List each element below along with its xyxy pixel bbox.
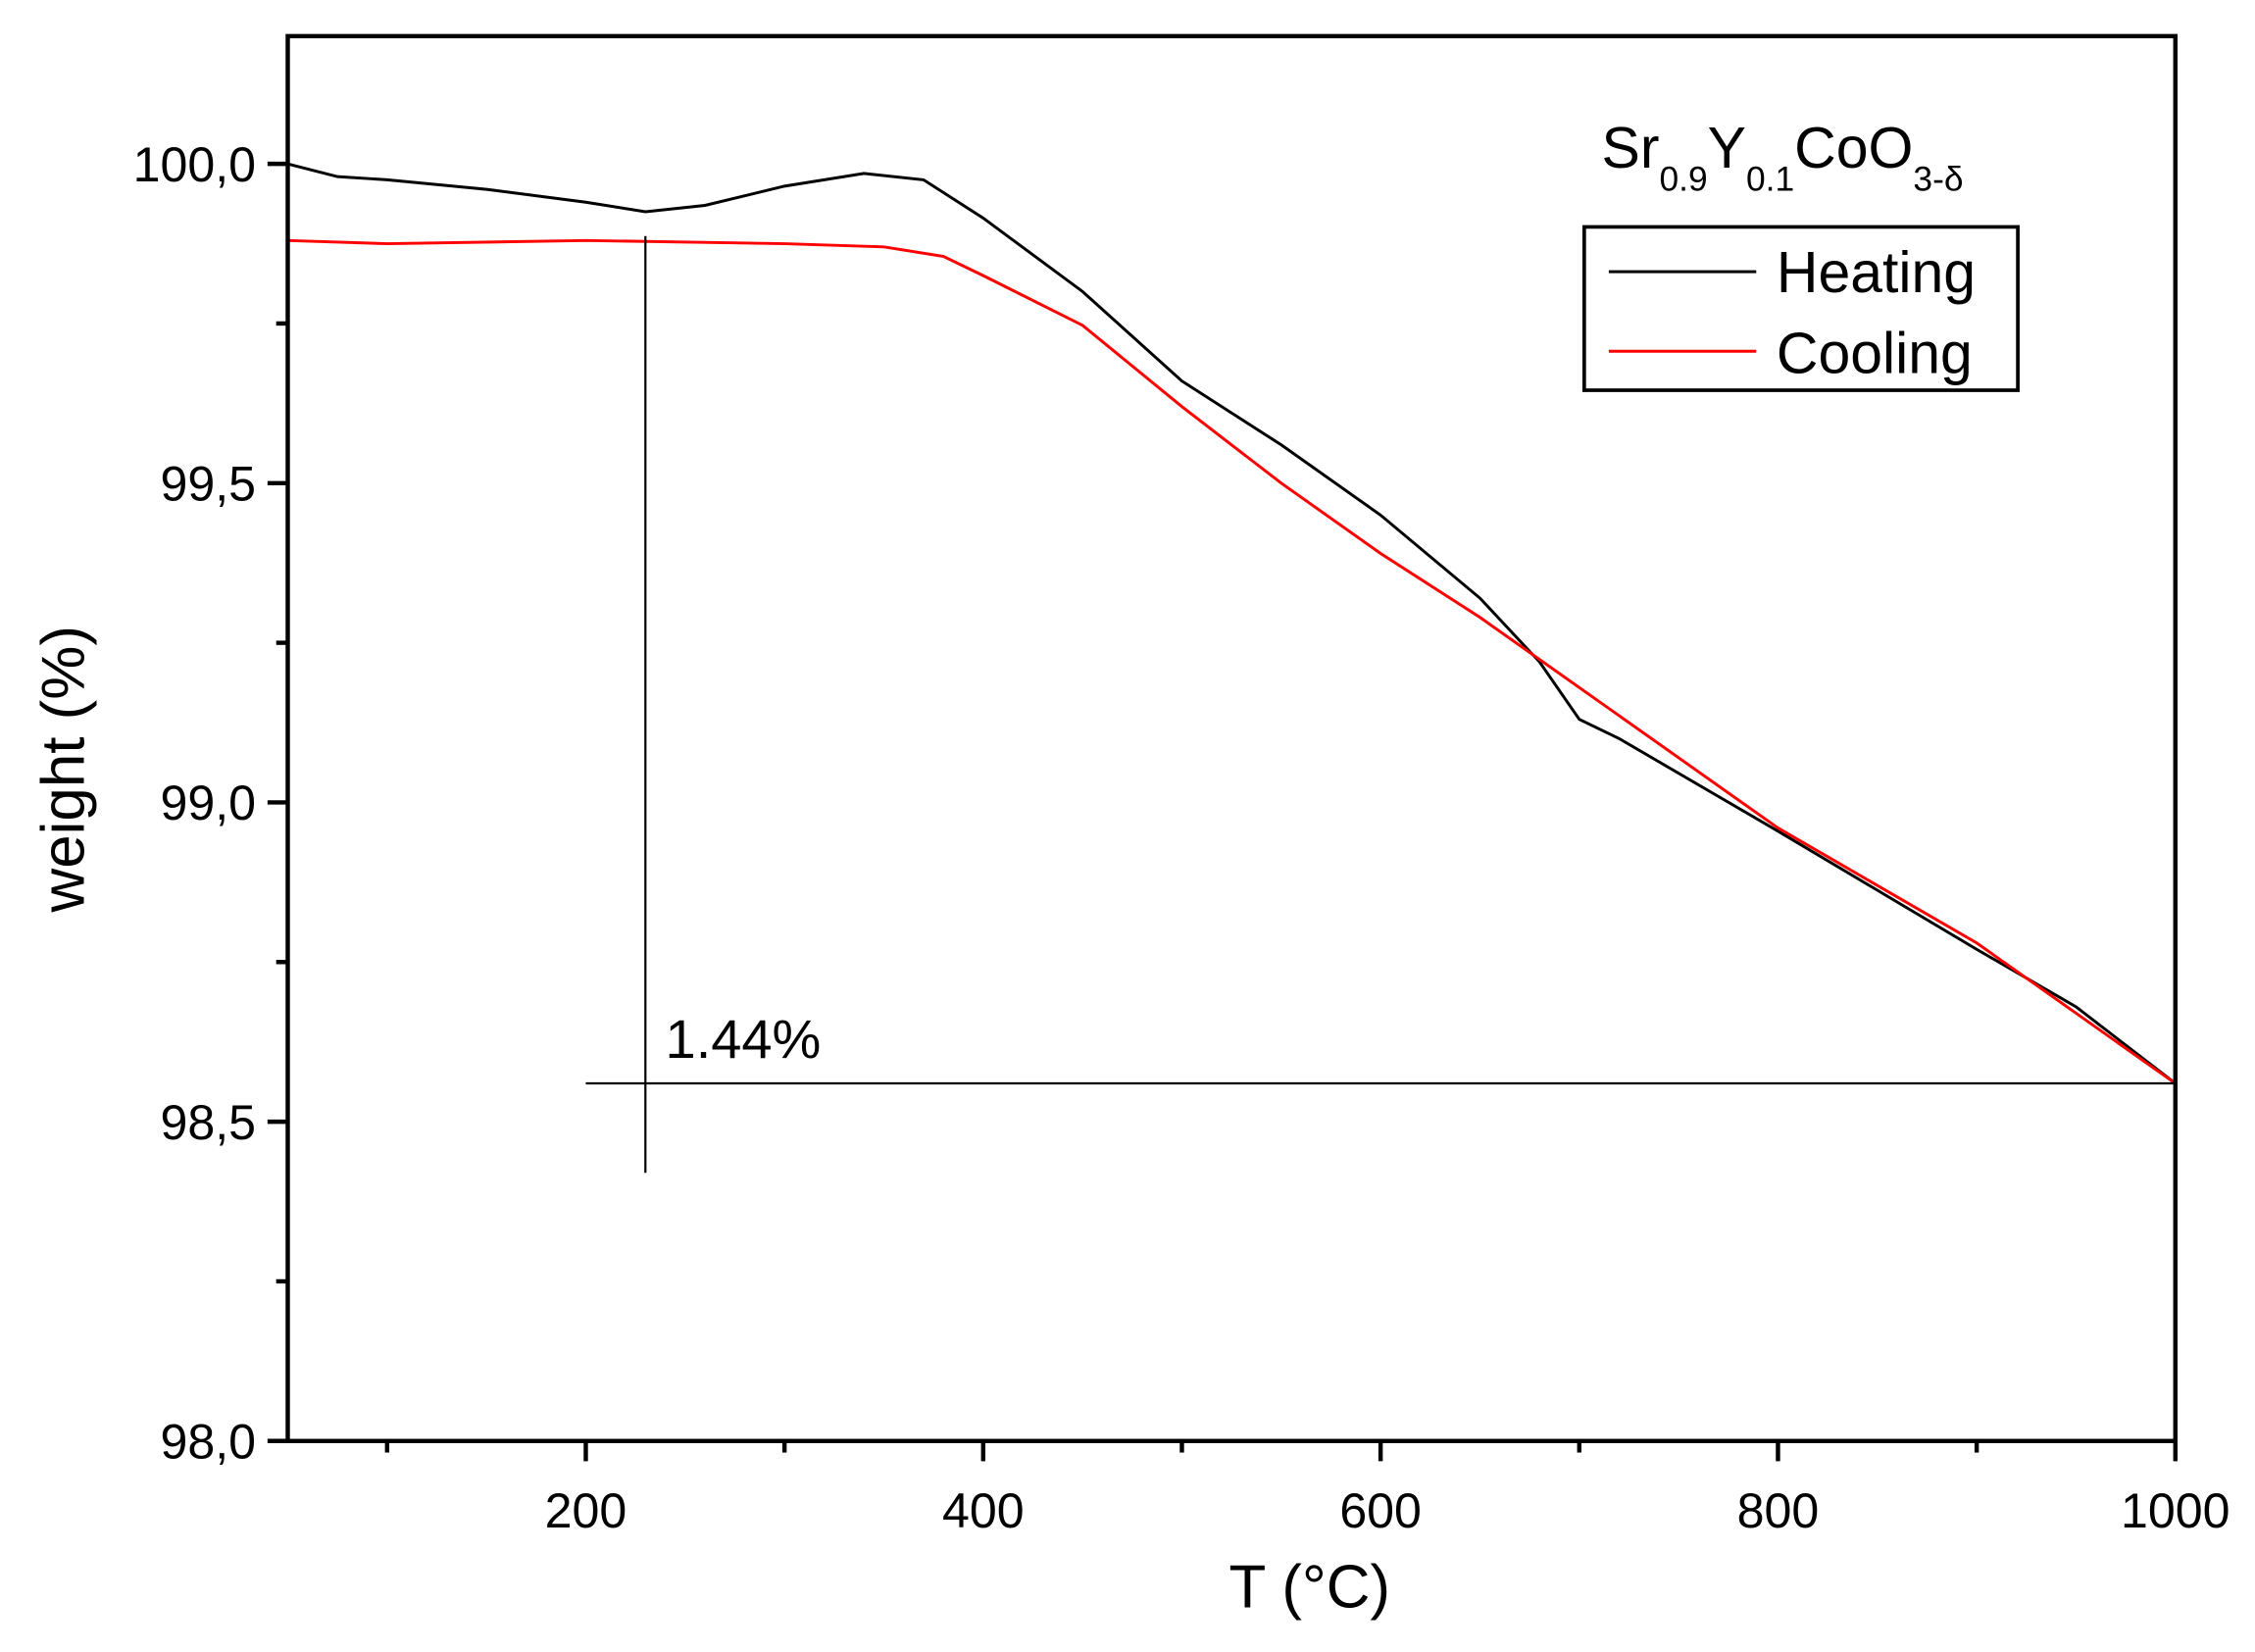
- y-tick-label: 99,0: [161, 776, 257, 830]
- compound-y: Y: [1708, 117, 1746, 180]
- plot-frame: [285, 33, 2178, 1443]
- compound-sub3: 3-δ: [1913, 161, 1963, 199]
- y-tick-label: 98,5: [161, 1095, 257, 1150]
- series-line-heating: [287, 162, 2177, 1085]
- compound-sr: Sr: [1602, 117, 1660, 180]
- y-tick-label: 98,0: [161, 1414, 257, 1469]
- x-tick-label: 800: [1737, 1483, 1820, 1538]
- compound-sub1: 0.9: [1659, 161, 1707, 199]
- x-axis-label: T (°C): [1228, 1553, 1390, 1621]
- compound-coo: CoO: [1794, 117, 1913, 180]
- x-tick-label: 400: [942, 1483, 1025, 1538]
- compound-label: Sr0.9Y0.1CoO3-δ: [1602, 117, 1964, 199]
- annotation-label: 1.44%: [666, 1008, 822, 1070]
- x-tick-label: 1000: [2121, 1483, 2230, 1538]
- legend: Heating Cooling: [1582, 225, 2020, 392]
- x-tick-label: 200: [545, 1483, 627, 1538]
- series-line-cooling: [287, 238, 2177, 1085]
- compound-sub2: 0.1: [1746, 161, 1794, 199]
- legend-label-cooling: Cooling: [1777, 322, 1973, 385]
- x-tick-label: 600: [1339, 1483, 1422, 1538]
- y-tick-label: 100,0: [133, 137, 256, 192]
- legend-label-heating: Heating: [1777, 241, 1976, 305]
- y-axis-label: weight (%): [30, 626, 98, 913]
- y-tick-label: 99,5: [161, 456, 257, 511]
- legend-box: [1582, 225, 2020, 392]
- svg-text:Sr0.9Y0.1CoO3-δ: Sr0.9Y0.1CoO3-δ: [1602, 117, 1964, 199]
